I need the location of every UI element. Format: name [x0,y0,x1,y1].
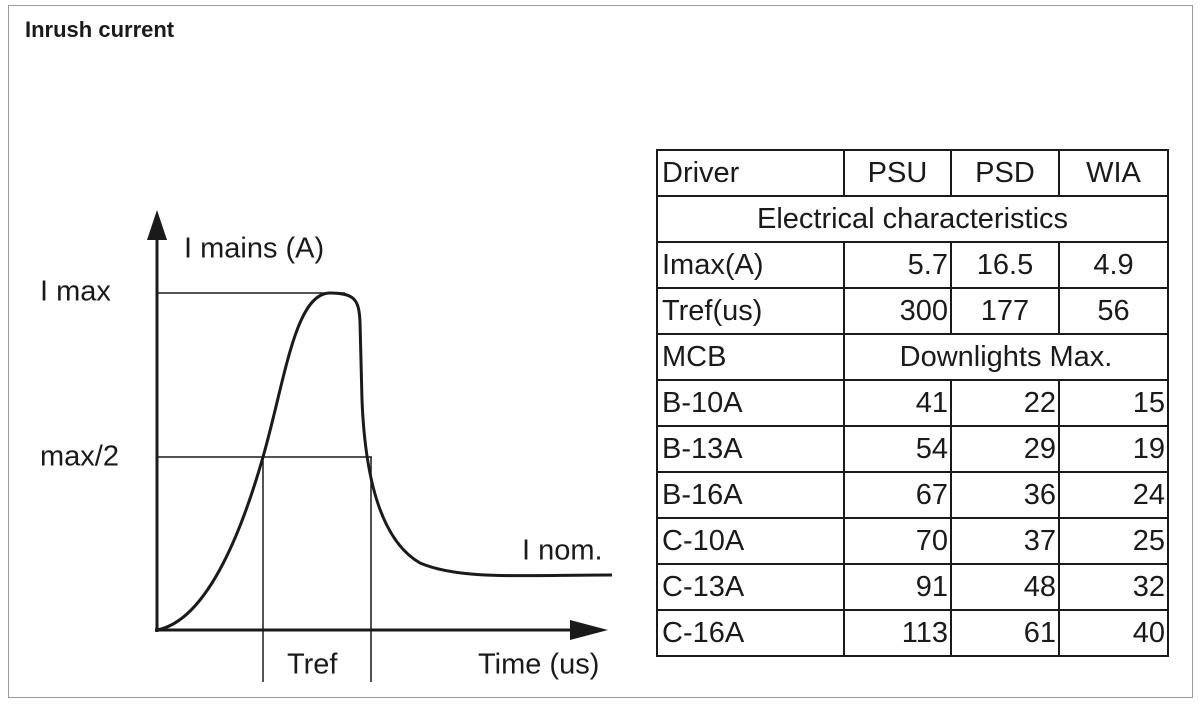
driver-table: Driver PSU PSD WIA Electrical characteristic… [656,149,1169,657]
x-arrow [570,620,608,640]
table-cell: Electrical characteristics [656,195,1169,243]
table-cell: 56 [1058,287,1169,335]
table-row: Driver PSU PSD WIA [656,149,1169,197]
table-cell: 70 [843,517,952,565]
table-cell: 32 [1058,563,1169,611]
table-cell: Imax(A) [656,241,845,289]
table-cell: 54 [843,425,952,473]
tref-label: Tref [287,649,338,681]
table-cell: C-16A [656,609,845,657]
table-cell: 113 [843,609,952,657]
table-cell: MCB [656,333,845,381]
table-cell: PSD [950,149,1060,197]
table-cell: 4.9 [1058,241,1169,289]
table-cell: WIA [1058,149,1169,197]
inom-label: I nom. [522,535,603,567]
table-row: Imax(A) 5.7 16.5 4.9 [656,241,1169,289]
table-cell: 24 [1058,471,1169,519]
title: Inrush current [25,17,175,42]
table-row: Tref(us) 300 177 56 [656,287,1169,335]
table-cell: B-16A [656,471,845,519]
table-row: B-13A 54 29 19 [656,425,1169,473]
table-row: C-10A 70 37 25 [656,517,1169,565]
table-cell: 67 [843,471,952,519]
table-row: Electrical characteristics [656,195,1169,243]
table-cell: 36 [950,471,1060,519]
table-cell: 15 [1058,379,1169,427]
table-cell: PSU [843,149,952,197]
y-axis-label: I mains (A) [184,233,324,265]
table-row: B-10A 41 22 15 [656,379,1169,427]
table-row: C-13A 91 48 32 [656,563,1169,611]
x-axis-label: Time (us) [478,649,599,681]
table-cell: 16.5 [950,241,1060,289]
table-cell: 5.7 [843,241,952,289]
table-cell: B-10A [656,379,845,427]
table-cell: 37 [950,517,1060,565]
table-cell: 48 [950,563,1060,611]
table-cell: 61 [950,609,1060,657]
y-arrow [147,210,167,240]
table-cell: Driver [656,149,845,197]
table-cell: 19 [1058,425,1169,473]
current-curve [156,291,613,632]
table-cell: 41 [843,379,952,427]
table-cell: 22 [950,379,1060,427]
inrush-diagram: I mains (A) I max max/2 I nom. Tref Time… [40,210,613,682]
table-cell: 91 [843,563,952,611]
table-cell: Downlights Max. [843,333,1169,381]
frame [8,5,1193,698]
imax-label: I max [40,276,111,308]
table-cell: 29 [950,425,1060,473]
table-cell: 25 [1058,517,1169,565]
table-cell: B-13A [656,425,845,473]
table-cell: 300 [843,287,952,335]
table-row: C-16A 113 61 40 [656,609,1169,657]
table-cell: C-13A [656,563,845,611]
half-max-label: max/2 [40,441,119,473]
table-cell: C-10A [656,517,845,565]
table-cell: Tref(us) [656,287,845,335]
table-row: B-16A 67 36 24 [656,471,1169,519]
table-cell: 177 [950,287,1060,335]
table-cell: 40 [1058,609,1169,657]
table-row: MCB Downlights Max. [656,333,1169,381]
